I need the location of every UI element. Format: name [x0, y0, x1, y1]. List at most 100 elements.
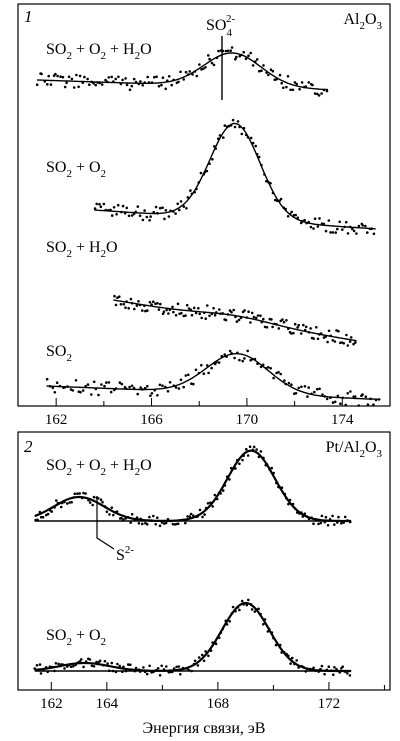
p1-point — [176, 302, 180, 306]
p2-point — [196, 664, 200, 667]
panel-1-x-axis: 162 166 170 174 — [45, 398, 354, 428]
p2-point — [148, 664, 151, 668]
p1-point — [346, 392, 350, 395]
p1-point — [46, 83, 49, 86]
p2-point — [50, 665, 54, 669]
p2-point — [348, 674, 352, 677]
p1-point — [141, 388, 144, 391]
p2-point — [182, 518, 185, 522]
p1-point — [293, 322, 297, 326]
p1-point — [312, 337, 316, 340]
p1-point — [351, 227, 354, 231]
p1-point — [246, 135, 250, 139]
p2-point — [188, 515, 192, 518]
p1-point — [223, 353, 226, 356]
p1-point — [275, 77, 278, 81]
p1-point — [152, 300, 155, 304]
p1-point — [237, 318, 241, 322]
p1-point — [317, 94, 321, 97]
p1-point — [260, 69, 263, 72]
p2-point — [236, 458, 239, 462]
p2-point — [164, 521, 168, 525]
p1-point — [184, 70, 188, 74]
p1-point — [372, 232, 376, 236]
p1-point — [243, 357, 246, 360]
p2-point — [80, 496, 84, 500]
p1-point — [161, 76, 165, 79]
p2-point — [135, 516, 139, 519]
p1-point — [234, 57, 237, 61]
p2-point — [56, 501, 60, 505]
p2-point — [88, 658, 92, 661]
p2-point — [228, 620, 231, 623]
p1-point — [315, 326, 318, 329]
p1-point — [149, 215, 152, 218]
p2-point — [120, 516, 123, 520]
p1-point — [174, 386, 178, 389]
p1-point — [150, 303, 153, 306]
p1-point — [285, 319, 288, 322]
p1-point — [162, 310, 166, 314]
p1-point — [369, 397, 372, 401]
p1-point — [269, 68, 273, 71]
p2-point — [272, 636, 275, 640]
p2-point — [267, 627, 271, 631]
p2-point — [219, 492, 222, 495]
p1-point — [333, 340, 337, 343]
p2-point — [90, 664, 94, 668]
p1-point — [133, 307, 136, 311]
p1-points-0 — [35, 46, 329, 97]
p1-point — [316, 225, 320, 228]
p2-point — [290, 656, 294, 660]
p1-point — [312, 227, 315, 230]
p2-point — [121, 670, 124, 674]
p2-point — [124, 517, 127, 520]
p1-label-so2-o2-h2o: SO2 + O2 + H2O — [46, 41, 152, 62]
p1-points-1 — [93, 118, 376, 236]
p1-point — [327, 329, 331, 333]
p1-point — [121, 204, 125, 208]
p1-point — [331, 401, 335, 404]
p1-point — [186, 196, 190, 199]
p2-tick-label: 168 — [207, 696, 230, 712]
p1-point — [109, 390, 113, 394]
p1-point — [215, 56, 219, 60]
p1-point — [66, 385, 69, 388]
p1-point — [219, 312, 222, 316]
p2-point — [234, 467, 237, 470]
p1-point — [99, 205, 103, 208]
p1-point — [357, 224, 361, 228]
p1-point — [366, 231, 369, 234]
p2-point — [341, 665, 345, 668]
p1-point — [304, 85, 308, 88]
p1-point — [176, 202, 179, 206]
p1-point — [83, 75, 86, 79]
p2-point — [126, 515, 130, 519]
p1-point — [235, 320, 239, 323]
p1-point — [277, 327, 281, 330]
p1-point — [132, 77, 136, 81]
p1-point — [220, 354, 224, 358]
p2-point — [139, 517, 142, 521]
p1-point — [287, 327, 290, 331]
p2-point — [332, 673, 335, 676]
p1-point — [137, 82, 141, 86]
p1-point — [238, 125, 241, 129]
p1-point — [212, 306, 215, 310]
p2-point — [301, 515, 305, 518]
p1-point — [138, 214, 142, 217]
p1-point — [168, 308, 172, 312]
p1-point — [257, 155, 261, 159]
p2-point — [46, 512, 50, 516]
p2-point — [304, 670, 308, 673]
p1-point — [130, 84, 134, 88]
p1-point — [156, 211, 159, 215]
p1-point — [296, 326, 299, 329]
p2-point — [87, 498, 90, 502]
p2-point — [283, 492, 287, 496]
panel-2-number: 2 — [24, 437, 33, 456]
p2-point — [215, 497, 219, 501]
p1-point — [322, 88, 326, 92]
p2-point — [262, 623, 265, 626]
p1-point — [260, 320, 264, 324]
